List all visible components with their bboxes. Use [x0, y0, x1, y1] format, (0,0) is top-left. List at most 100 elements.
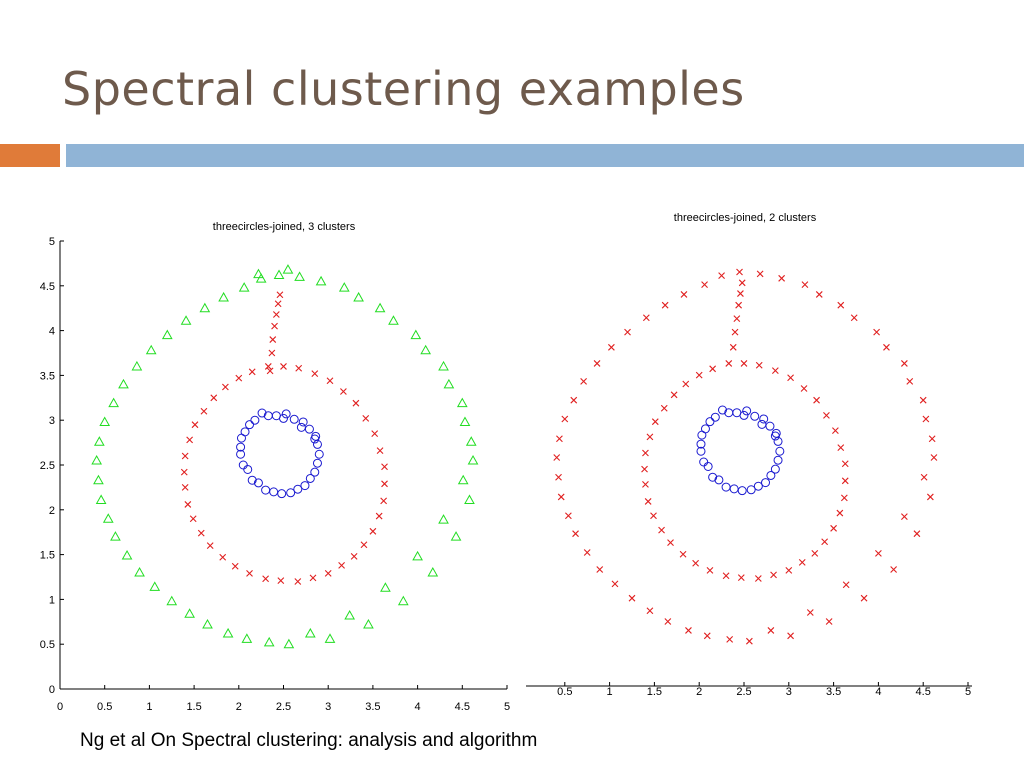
data-point-x: [930, 454, 938, 461]
data-point-circle: [236, 442, 246, 452]
data-point-x: [650, 512, 657, 520]
data-point-triangle: [420, 344, 432, 355]
x-tick-label: 2.5: [736, 686, 751, 698]
data-point-circle: [729, 484, 739, 494]
data-point-x: [770, 571, 777, 579]
data-point-circle: [759, 414, 769, 424]
data-point-circle: [696, 446, 706, 456]
data-point-triangle: [388, 315, 399, 325]
data-point-circle: [298, 417, 308, 427]
data-point-x: [189, 515, 197, 523]
data-point-triangle: [263, 636, 275, 647]
data-point-x: [596, 566, 604, 573]
data-point-x: [561, 415, 569, 423]
data-point-x: [680, 291, 688, 298]
data-point-x: [641, 465, 648, 473]
data-point-triangle: [374, 302, 386, 313]
data-point-x: [266, 367, 274, 375]
data-point-x: [272, 311, 280, 318]
data-point-x: [840, 494, 848, 502]
data-point-triangle: [134, 567, 145, 577]
data-point-x: [745, 637, 753, 645]
data-point-circle: [277, 489, 287, 499]
data-point-x: [664, 618, 672, 625]
y-tick-label: 2: [49, 505, 55, 517]
data-point-x: [642, 481, 649, 488]
data-point-x: [670, 391, 678, 399]
x-tick-label: 4: [875, 686, 881, 698]
x-tick-label: 3: [786, 686, 792, 698]
data-point-x: [811, 550, 819, 557]
data-point-circle: [286, 488, 296, 498]
data-point-x: [735, 301, 743, 309]
data-point-x: [580, 377, 588, 385]
data-point-x: [922, 415, 930, 423]
data-point-triangle: [459, 416, 471, 426]
citation-caption: Ng et al On Spectral clustering: analysi…: [80, 730, 538, 751]
data-point-circle: [773, 455, 783, 465]
data-point-x: [210, 394, 218, 402]
data-point-circle: [310, 434, 320, 444]
data-point-x: [269, 336, 277, 343]
data-point-x: [326, 377, 334, 385]
data-point-x: [262, 575, 270, 583]
series-middle-ring: [180, 291, 388, 585]
data-point-circle: [770, 464, 780, 474]
data-point-triangle: [282, 264, 294, 274]
data-point-x: [593, 360, 601, 367]
data-point-triangle: [304, 627, 316, 638]
data-point-triangle: [467, 455, 479, 465]
data-point-x: [736, 268, 743, 276]
data-point-x: [248, 368, 256, 376]
scatter-plot-2-clusters: threecircles-joined, 2 clusters 0.5 1 1.5 2 2…: [526, 212, 972, 698]
data-point-triangle: [438, 514, 449, 524]
y-tick-label: 0.5: [40, 639, 55, 651]
data-point-x: [771, 367, 779, 374]
data-point-x: [380, 497, 388, 505]
data-point-x: [726, 636, 734, 643]
data-point-circle: [250, 415, 260, 425]
x-tick-label: 2: [696, 686, 702, 698]
data-point-triangle: [238, 282, 250, 292]
data-point-x: [785, 567, 793, 574]
data-point-x: [706, 567, 714, 574]
data-point-circle: [737, 486, 747, 496]
data-point-triangle: [222, 627, 234, 638]
data-point-x: [815, 291, 823, 298]
data-point-circle: [305, 473, 315, 483]
data-point-x: [646, 607, 654, 615]
data-point-triangle: [464, 494, 475, 504]
data-point-triangle: [427, 567, 439, 577]
data-point-x: [246, 570, 253, 577]
data-point-x: [661, 301, 669, 309]
data-point-x: [369, 527, 377, 535]
data-point-x: [235, 374, 243, 382]
data-point-x: [564, 512, 572, 520]
data-point-circle: [236, 433, 246, 443]
data-point-circle: [721, 482, 731, 492]
data-point-x: [755, 361, 763, 369]
data-point-x: [913, 530, 921, 538]
data-point-triangle: [410, 329, 422, 340]
data-point-x: [184, 501, 192, 508]
data-point-circle: [243, 464, 253, 474]
data-point-x: [825, 618, 833, 625]
data-point-circle: [236, 449, 246, 459]
series-outer-middle-rings: [553, 268, 938, 645]
data-point-circle: [261, 485, 271, 495]
data-point-circle: [705, 417, 715, 427]
data-point-x: [583, 549, 591, 556]
data-point-triangle: [412, 550, 423, 561]
slide-title: Spectral clustering examples: [62, 62, 745, 116]
data-point-x: [695, 371, 703, 379]
data-point-x: [737, 290, 744, 297]
data-point-triangle: [110, 531, 121, 541]
data-point-triangle: [99, 416, 111, 426]
data-point-triangle: [456, 397, 468, 408]
data-point-circle: [770, 431, 780, 441]
x-tick-label: 3: [325, 701, 331, 713]
data-point-triangle: [218, 291, 229, 302]
series-outer-ring: [91, 264, 479, 649]
data-point-x: [692, 559, 700, 567]
data-point-triangle: [131, 360, 143, 371]
